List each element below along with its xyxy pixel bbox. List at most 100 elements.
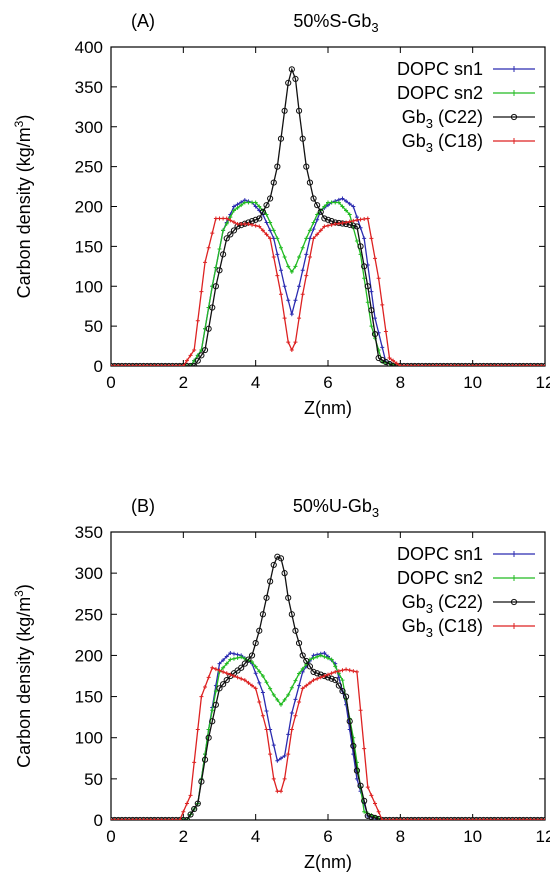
data-point [252, 216, 259, 223]
data-point [485, 364, 490, 366]
data-point [474, 818, 479, 820]
data-point [224, 661, 229, 666]
data-point [362, 746, 367, 751]
data-point [369, 793, 374, 798]
data-point [183, 816, 191, 820]
data-point [264, 232, 269, 237]
x-axis-label: Z(nm) [304, 852, 352, 872]
data-point [481, 364, 486, 366]
x-tick-label: 4 [251, 827, 260, 846]
data-point [322, 204, 327, 209]
data-point [176, 816, 183, 820]
data-point [469, 816, 476, 820]
data-point [267, 195, 274, 202]
data-point [133, 816, 140, 820]
data-point [400, 816, 408, 820]
legend-entry-label: Gb3 (C22) [402, 107, 483, 131]
data-point [416, 818, 421, 820]
data-point [398, 818, 403, 820]
data-point [459, 818, 464, 820]
data-point [339, 687, 346, 695]
data-point [329, 657, 334, 662]
data-point [398, 364, 403, 366]
data-point [463, 364, 468, 366]
data-point [293, 697, 298, 702]
x-tick-label: 2 [179, 827, 188, 846]
data-point [278, 756, 283, 761]
data-point [245, 656, 252, 663]
data-point [373, 801, 378, 806]
data-point [286, 340, 291, 345]
data-point [152, 364, 157, 366]
data-point [506, 818, 511, 820]
data-point [289, 711, 294, 716]
data-point [177, 364, 182, 366]
data-point [401, 364, 406, 366]
data-point [162, 816, 169, 820]
data-point [292, 75, 299, 83]
data-point [199, 694, 204, 699]
data-point [448, 364, 453, 366]
data-point [221, 665, 226, 670]
data-point [195, 727, 200, 732]
series-3 [111, 216, 545, 366]
data-point [201, 346, 209, 354]
data-point [346, 718, 353, 725]
data-point [275, 697, 280, 702]
y-tick-label: 250 [75, 605, 103, 624]
data-point [250, 683, 255, 688]
data-point [456, 818, 461, 820]
data-point [154, 816, 162, 820]
data-point [347, 212, 352, 217]
data-point [326, 672, 330, 677]
x-tick-label: 0 [106, 373, 115, 392]
data-point [306, 663, 314, 670]
data-point [184, 818, 189, 820]
data-point [206, 675, 211, 680]
data-point [224, 671, 229, 676]
data-point [134, 818, 139, 820]
data-point [303, 163, 310, 170]
data-point [353, 223, 361, 230]
data-point [462, 816, 469, 820]
data-point [495, 364, 500, 366]
data-point [293, 340, 298, 345]
data-point [217, 661, 222, 666]
data-point [391, 358, 396, 363]
data-point [231, 656, 236, 661]
data-point [487, 816, 494, 820]
data-point [310, 668, 317, 675]
data-point [289, 685, 294, 690]
data-point [224, 216, 229, 221]
data-point [365, 300, 370, 305]
data-point [174, 364, 179, 366]
data-point [528, 364, 533, 366]
data-point [285, 79, 292, 86]
data-point [318, 653, 323, 658]
data-point [148, 818, 153, 820]
data-point [441, 818, 446, 820]
data-point [289, 727, 294, 732]
data-point [445, 364, 450, 366]
data-point [297, 671, 302, 676]
data-point [405, 364, 410, 366]
data-point [514, 818, 519, 820]
data-point [282, 255, 287, 260]
y-axis-label: Carbon density (kg/m3) [12, 584, 34, 768]
data-point [430, 364, 435, 366]
data-point [423, 364, 428, 366]
data-point [282, 753, 287, 758]
data-point [228, 657, 233, 662]
data-point [213, 667, 218, 672]
data-point [239, 655, 244, 660]
data-point [248, 652, 256, 659]
data-point [268, 228, 273, 233]
y-tick-label: 200 [75, 646, 103, 665]
series-line [111, 217, 545, 366]
data-point [329, 200, 334, 205]
data-point [259, 611, 266, 618]
data-point [347, 219, 352, 224]
legend-entry-label: DOPC sn1 [397, 544, 483, 564]
series-1 [111, 653, 545, 820]
data-point [289, 312, 294, 317]
